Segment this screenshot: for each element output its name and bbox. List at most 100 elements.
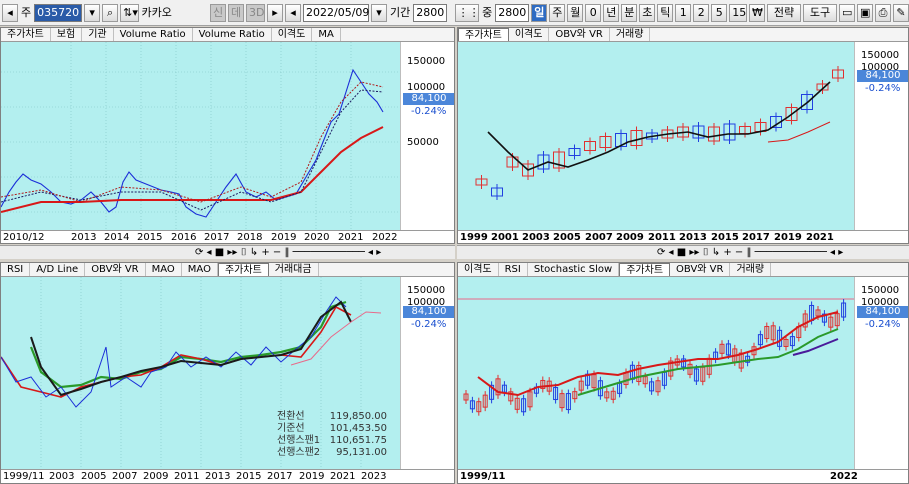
x-tick: 2019 (774, 232, 802, 243)
chart-pane-bottom-right: 이격도 RSI Stochastic Slow 주가차트 OBV와 VR 거래량… (457, 262, 909, 484)
ma-red (767, 121, 831, 143)
period-week-button[interactable]: 주 (549, 3, 566, 22)
grid-icon[interactable]: ⋮⋮ (454, 3, 480, 22)
search-icon[interactable]: ⌕ (102, 3, 119, 22)
legend-value: 95,131.00 (336, 447, 387, 458)
tab-disparity[interactable]: 이격도 (509, 28, 550, 41)
x-tick: 2017 (742, 232, 770, 243)
prev-date-button[interactable]: ▸ (267, 3, 284, 22)
x-axis: 1999 2001 2003 2005 2007 2009 2011 2013 … (458, 230, 908, 243)
stock-name: 카카오 (141, 5, 172, 19)
x-tick: 2019 (299, 471, 325, 482)
tab-stochastic-slow[interactable]: Stochastic Slow (528, 263, 620, 276)
scroll-controls-right[interactable]: ⟳ ◂ ■ ▸▸ ⌷ ↳ + − ‖ ──────────── ◂ ▸ (457, 245, 909, 259)
tab-volume[interactable]: 거래량 (730, 263, 772, 276)
y-tick-100000: 100000 (407, 297, 446, 308)
interval-1-button[interactable]: 1 (675, 3, 692, 22)
x-tick: 2009 (143, 471, 169, 482)
calendar-dropdown-icon[interactable]: ▾ (371, 3, 388, 22)
x-tick: 2015 (711, 232, 739, 243)
code-dropdown-icon[interactable]: ▾ (84, 3, 101, 22)
period-month-button[interactable]: 월 (567, 3, 584, 22)
tab-disparity[interactable]: 이격도 (272, 28, 313, 41)
period-year-button[interactable]: 년 (603, 3, 620, 22)
tab-mao-2[interactable]: MAO (182, 263, 218, 276)
tab-volume[interactable]: 거래량 (610, 28, 651, 41)
x-tick: 2010/12 (3, 232, 45, 243)
tab-disparity[interactable]: 이격도 (458, 263, 499, 276)
tab-obv-vr[interactable]: OBV와 VR (85, 263, 146, 276)
period-second-button[interactable]: 초 (639, 3, 656, 22)
legend-label: 기준선 (277, 423, 305, 434)
span-pink (290, 311, 382, 366)
x-tick: 2016 (171, 232, 197, 243)
period-day-button[interactable]: 일 (531, 3, 548, 22)
period-minute-button[interactable]: 분 (621, 3, 638, 22)
x-tick: 2022 (372, 232, 398, 243)
tab-rsi[interactable]: RSI (499, 263, 528, 276)
legend-row: 전환선 119,850.00 (277, 411, 387, 423)
ma-black (487, 81, 831, 171)
ichimoku-plot[interactable] (1, 277, 400, 469)
date-input[interactable]: 2022/05/09 (303, 3, 369, 22)
tab-obv-vr[interactable]: OBV와 VR (549, 28, 610, 41)
yearly-candle-plot[interactable] (458, 42, 854, 230)
tab-mao[interactable]: MAO (146, 263, 182, 276)
chart-pane-bottom-left: RSI A/D Line OBV와 VR MAO MAO 주가차트 거래대금 1… (0, 262, 455, 484)
nav-controls[interactable]: ⟳ ◂ ■ ▸▸ ⌷ ↳ + − ‖ ──────────── ◂ ▸ (657, 247, 844, 258)
x-tick: 2001 (491, 232, 519, 243)
sort-icon[interactable]: ⇅▾ (120, 3, 139, 22)
tab-price-chart[interactable]: 주가차트 (217, 263, 269, 276)
next-date-button[interactable]: ◂ (285, 3, 302, 22)
folder-icon[interactable]: ▭ (839, 3, 856, 22)
stock-code-input[interactable]: 035720 (34, 3, 83, 22)
interval-5-button[interactable]: 5 (711, 3, 728, 22)
price-chart-plot[interactable] (1, 42, 400, 230)
x-tick: 2013 (205, 471, 231, 482)
tab-ma[interactable]: MA (312, 28, 341, 41)
x-tick: 2011 (648, 232, 676, 243)
change-percent: -0.24% (411, 319, 447, 330)
compare-icon[interactable]: 신 (210, 3, 227, 22)
strategy-button[interactable]: 전략 (767, 3, 802, 22)
tab-volume-ratio-2[interactable]: Volume Ratio (193, 28, 272, 41)
x-tick: 1999/11 (3, 471, 45, 482)
settings-icon[interactable]: ✎ (893, 3, 909, 22)
currency-icon[interactable]: ₩ (749, 3, 766, 22)
scroll-controls-left[interactable]: ⟳ ◂ ■ ▸▸ ⌷ ↳ + − ‖ ──────────── ◂ ▸ (0, 245, 455, 259)
tab-price-chart[interactable]: 주가차트 (458, 28, 509, 41)
y-tick-100000: 100000 (861, 62, 900, 73)
period-zero-button[interactable]: 0 (585, 3, 602, 22)
interval-15-button[interactable]: 15 (729, 3, 748, 22)
tab-price-chart[interactable]: 주가차트 (619, 263, 671, 276)
tab-ad-line[interactable]: A/D Line (30, 263, 86, 276)
tab-trading-value[interactable]: 거래대금 (269, 263, 319, 276)
monthly-candle-plot[interactable] (458, 277, 854, 469)
current-price-tag: 84,100 (403, 306, 454, 318)
tab-insurance[interactable]: 보험 (51, 28, 83, 41)
x-tick: 2007 (112, 471, 138, 482)
period-input[interactable]: 2800 (413, 3, 448, 22)
nav-controls[interactable]: ⟳ ◂ ■ ▸▸ ⌷ ↳ + − ‖ ──────────── ◂ ▸ (195, 247, 382, 258)
count-input[interactable]: 2800 (495, 3, 530, 22)
ma-purple (792, 338, 839, 356)
price-axis: 150000 100000 84,100 -0.24% (400, 277, 454, 469)
legend-label: 전환선 (277, 411, 305, 422)
conversion-red (1, 305, 352, 398)
tab-volume-ratio[interactable]: Volume Ratio (114, 28, 193, 41)
period-tick-button[interactable]: 틱 (657, 3, 674, 22)
x-axis: 1999/11 2022 (458, 469, 908, 483)
3d-icon[interactable]: 3D (246, 3, 266, 22)
chart-pane-top-left: 주가차트 보험 기관 Volume Ratio Volume Ratio 이격도… (0, 27, 455, 244)
tab-price-chart[interactable]: 주가차트 (1, 28, 51, 41)
tab-rsi[interactable]: RSI (1, 263, 31, 276)
tab-obv-vr[interactable]: OBV와 VR (670, 263, 731, 276)
filter-icon[interactable]: 데 (228, 3, 245, 22)
tools-button[interactable]: 도구 (803, 3, 838, 22)
legend-row: 선행스팬1 110,651.75 (277, 435, 387, 447)
print-icon[interactable]: ⎙ (875, 3, 892, 22)
tab-institution[interactable]: 기관 (82, 28, 114, 41)
save-icon[interactable]: ▣ (857, 3, 874, 22)
scroll-left-icon[interactable]: ◂ (2, 3, 18, 22)
interval-2-button[interactable]: 2 (693, 3, 710, 22)
